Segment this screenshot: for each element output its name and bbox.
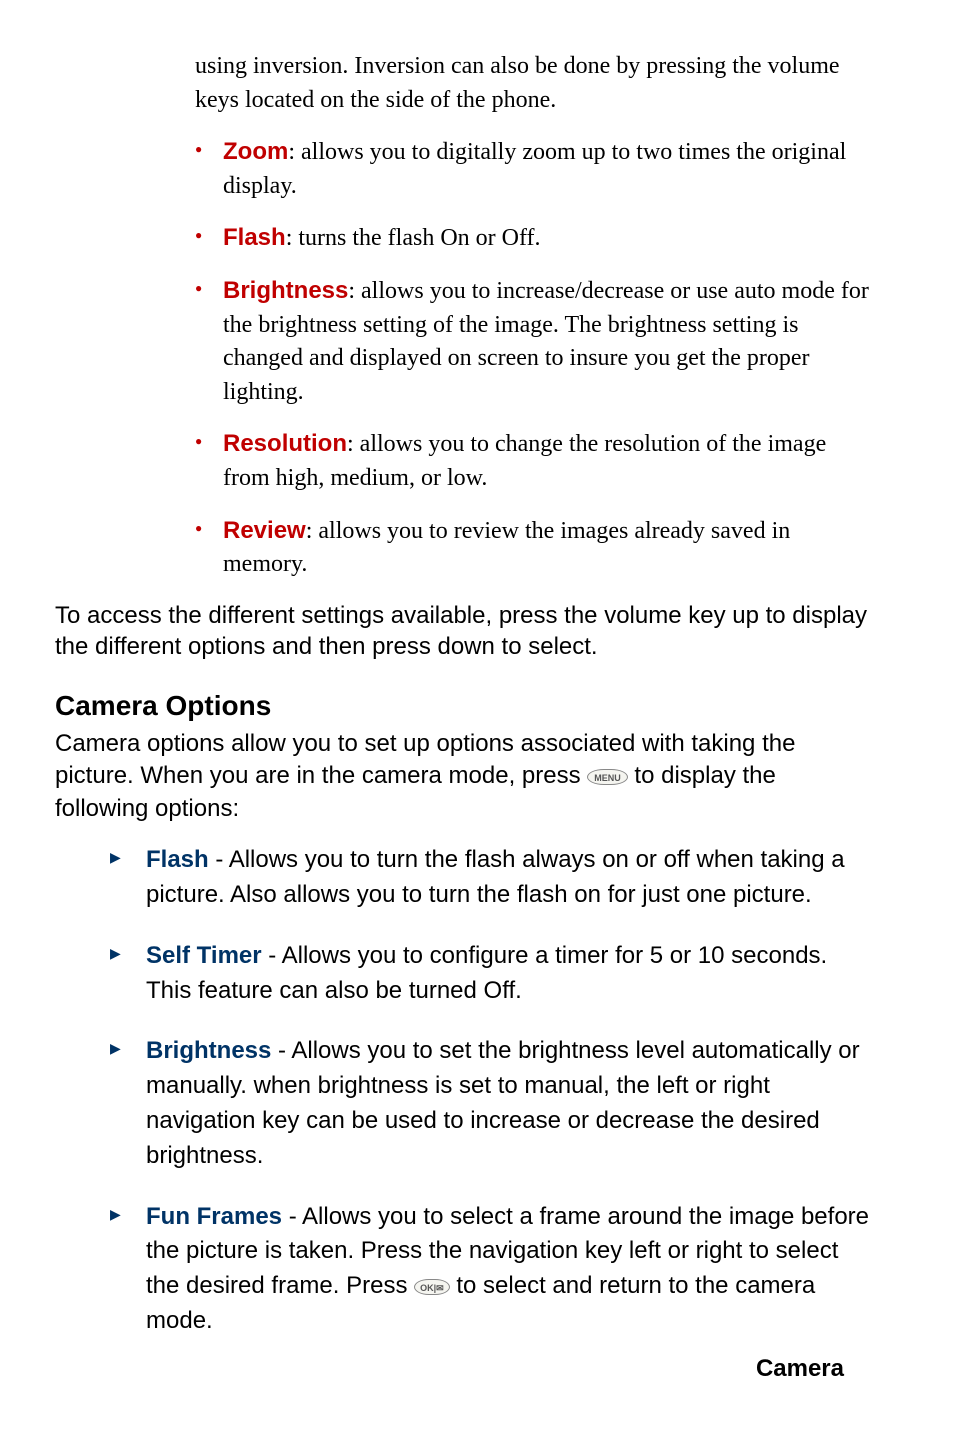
bullet-text: : allows you to digitally zoom up to two… [223, 139, 846, 199]
ok-key-icon: OK|✉ [414, 1279, 450, 1295]
arrow-bullet-item: ▶ Brightness - Allows you to set the bri… [110, 1034, 869, 1173]
arrow-content: Fun Frames - Allows you to select a fram… [146, 1203, 869, 1334]
section-heading-camera-options: Camera Options [55, 690, 899, 722]
red-bullet-item: Brightness: allows you to increase/decre… [195, 274, 869, 409]
arrow-icon: ▶ [110, 849, 121, 869]
menu-key-icon: MENU [587, 769, 628, 785]
bullet-label: Flash [223, 224, 286, 251]
bullet-label: Resolution [223, 430, 347, 457]
arrow-label: Self Timer [146, 942, 262, 969]
arrow-bullet-list: ▶ Flash - Allows you to turn the flash a… [110, 843, 869, 1339]
arrow-bullet-item: ▶ Flash - Allows you to turn the flash a… [110, 843, 869, 913]
arrow-label: Flash [146, 846, 209, 873]
arrow-bullet-item: ▶ Fun Frames - Allows you to select a fr… [110, 1200, 869, 1339]
arrow-label: Fun Frames [146, 1203, 282, 1230]
bullet-content: Zoom: allows you to digitally zoom up to… [223, 139, 846, 199]
bullet-text: : turns the flash On or Off. [286, 225, 541, 251]
bullet-content: Flash: turns the flash On or Off. [223, 225, 541, 251]
bullet-label: Review [223, 517, 306, 544]
red-bullet-item: Resolution: allows you to change the res… [195, 427, 869, 495]
camera-options-intro: Camera options allow you to set up optio… [55, 728, 869, 825]
red-bullet-list: Zoom: allows you to digitally zoom up to… [195, 135, 869, 582]
arrow-label: Brightness [146, 1037, 271, 1064]
arrow-icon: ▶ [110, 945, 121, 965]
access-instructions: To access the different settings availab… [55, 600, 869, 662]
bullet-label: Zoom [223, 138, 288, 165]
bullet-content: Resolution: allows you to change the res… [223, 431, 826, 491]
red-bullet-item: Review: allows you to review the images … [195, 514, 869, 582]
arrow-icon: ▶ [110, 1206, 121, 1226]
bullet-content: Brightness: allows you to increase/decre… [223, 278, 869, 405]
arrow-bullet-item: ▶ Self Timer - Allows you to configure a… [110, 939, 869, 1009]
intro-continuation: using inversion. Inversion can also be d… [195, 50, 869, 117]
arrow-content: Brightness - Allows you to set the brigh… [146, 1037, 860, 1168]
arrow-content: Flash - Allows you to turn the flash alw… [146, 846, 845, 908]
red-bullet-item: Zoom: allows you to digitally zoom up to… [195, 135, 869, 203]
bullet-content: Review: allows you to review the images … [223, 518, 790, 578]
bullet-label: Brightness [223, 277, 348, 304]
arrow-content: Self Timer - Allows you to configure a t… [146, 942, 827, 1004]
arrow-text: - Allows you to turn the flash always on… [146, 846, 845, 908]
bullet-text: : allows you to review the images alread… [223, 518, 790, 578]
page-footer: Camera [756, 1355, 844, 1383]
arrow-icon: ▶ [110, 1040, 121, 1060]
red-bullet-item: Flash: turns the flash On or Off. [195, 221, 869, 256]
